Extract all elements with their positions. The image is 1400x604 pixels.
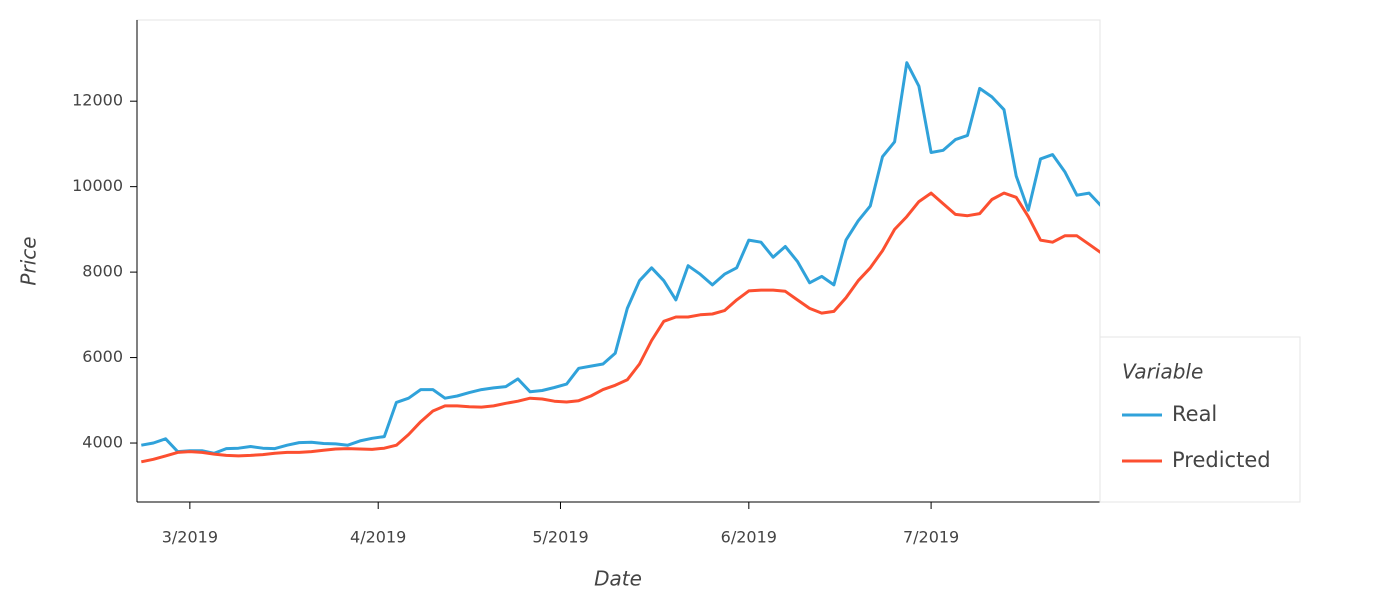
- y-tick-label: 10000: [72, 176, 123, 195]
- legend-title: Variable: [1122, 360, 1203, 384]
- y-tick-label: 6000: [82, 347, 123, 366]
- series-line: [140, 191, 1100, 464]
- x-tick-label: 7/2019: [903, 528, 959, 547]
- x-axis-label: Date: [594, 567, 642, 591]
- x-tick-label: 5/2019: [532, 528, 588, 547]
- plot-frame: [136, 19, 1101, 503]
- legend-label: Predicted: [1172, 448, 1271, 472]
- y-tick-label: 12000: [72, 91, 123, 110]
- y-tick-label: 4000: [82, 433, 123, 452]
- x-tick-label: 4/2019: [350, 528, 406, 547]
- x-tick-label: 3/2019: [162, 528, 218, 547]
- legend: Variable Real Predicted: [1099, 336, 1301, 503]
- x-tick-label: 6/2019: [721, 528, 777, 547]
- y-tick-label: 8000: [82, 262, 123, 281]
- y-axis-label: Price: [17, 236, 41, 285]
- legend-label: Real: [1172, 402, 1217, 426]
- legend-box: [1099, 336, 1301, 503]
- series-line: [141, 61, 1100, 455]
